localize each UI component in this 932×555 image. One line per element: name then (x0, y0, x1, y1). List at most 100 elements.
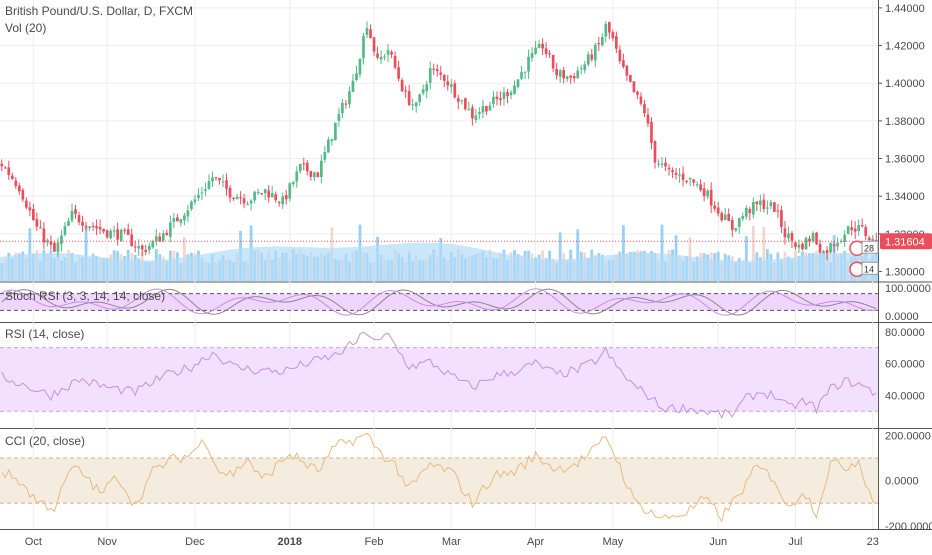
candle-body (130, 234, 134, 247)
candle-body (780, 210, 783, 227)
x-tick-label: Feb (365, 536, 384, 548)
candle-body (787, 233, 790, 239)
countdown-label: 14 (864, 264, 874, 274)
candle-body (91, 225, 95, 227)
candle-body (832, 244, 836, 247)
candle-body (716, 207, 720, 214)
candle-body (674, 172, 678, 175)
stoch-line (1, 288, 877, 316)
candle-body (7, 167, 11, 176)
candle-body (330, 139, 334, 142)
stoch-rsi-title[interactable]: Stoch RSI (3, 3, 14, 14, close) (5, 289, 166, 303)
candle-body (197, 194, 200, 198)
candle-body (464, 98, 467, 110)
candle-body (737, 218, 741, 227)
candle-body (860, 225, 864, 227)
candle-body (46, 240, 49, 243)
last-price-badge (880, 233, 932, 250)
candle-body (126, 229, 130, 235)
candle-body (123, 229, 127, 231)
volume-title[interactable]: Vol (20) (5, 21, 47, 35)
candle-body (56, 242, 60, 252)
candle-body (295, 171, 299, 182)
candle-body (32, 208, 35, 220)
candle-body (548, 53, 551, 55)
candle-body (355, 73, 358, 81)
candle-body (520, 72, 523, 79)
candle-body (39, 227, 42, 229)
candle-body (748, 209, 752, 214)
candle-body (650, 121, 653, 143)
candle-body (309, 171, 313, 177)
x-tick-label: May (602, 536, 623, 548)
candle-body (446, 81, 450, 86)
candle-body (386, 50, 390, 55)
candle-body (625, 65, 629, 76)
candle-body (442, 75, 446, 81)
candle-body (390, 51, 393, 55)
candle-body (664, 162, 667, 167)
candle-body (815, 232, 818, 245)
candle-body (137, 246, 141, 249)
candle-body (63, 226, 67, 235)
candle-body (144, 250, 148, 252)
candle-body (562, 70, 566, 79)
rsi-band (0, 347, 878, 412)
candle-body (516, 79, 520, 88)
candle-body (418, 94, 422, 103)
symbol-title[interactable]: British Pound/U.S. Dollar, D, FXCM (5, 4, 194, 18)
candle-body (801, 243, 804, 250)
candle-body (506, 92, 509, 97)
candle-body (17, 185, 21, 192)
x-tick-label: 23 (867, 536, 879, 548)
candle-body (530, 52, 534, 58)
countdown-label: 28 (864, 243, 874, 253)
candle-body (133, 246, 137, 248)
candle-body (281, 196, 285, 205)
candle-body (565, 76, 569, 80)
candle-body (853, 228, 857, 232)
candle-body (678, 174, 681, 176)
x-tick-label: Jun (709, 536, 727, 548)
candle-body (10, 175, 14, 179)
candle-body (267, 190, 271, 198)
candle-body (615, 36, 618, 49)
rsi-tick-label: 60.0000 (885, 359, 925, 371)
candle-body (305, 162, 309, 172)
candle-body (474, 115, 478, 120)
candle-body (291, 182, 295, 185)
candle-body (688, 177, 692, 180)
candle-body (804, 237, 808, 250)
candle-body (411, 104, 414, 106)
candle-body (492, 96, 495, 105)
candle-body (95, 226, 98, 229)
candle-body (263, 189, 267, 194)
x-tick-label: Nov (97, 536, 117, 548)
rsi-tick-label: 80.0000 (885, 327, 925, 339)
candle-body (312, 172, 316, 178)
y-tick-label: 1.30000 (885, 266, 925, 278)
candle-body (74, 209, 77, 215)
candle-body (681, 173, 685, 180)
price-axes: 1.44000 1.42000 1.40000 1.38000 1.36000 1.340… (878, 3, 932, 533)
candle-body (766, 207, 769, 209)
candlesticks[interactable] (0, 21, 878, 261)
x-tick-label: Dec (185, 536, 205, 548)
cci-title[interactable]: CCI (20, close) (5, 434, 86, 448)
countdown-box (861, 240, 879, 254)
stoch-line (1, 288, 877, 316)
candle-body (428, 68, 432, 83)
rsi-title[interactable]: RSI (14, close) (5, 327, 85, 341)
volume-bar (744, 236, 748, 281)
candle-body (808, 238, 811, 242)
candle-body (425, 84, 429, 91)
y-tick-label: 1.42000 (885, 41, 925, 53)
candle-body (337, 114, 341, 121)
candle-body (414, 102, 418, 107)
candle-body (495, 96, 499, 100)
candle-body (35, 219, 39, 227)
volume-bar (762, 226, 766, 281)
candle-body (759, 200, 762, 205)
